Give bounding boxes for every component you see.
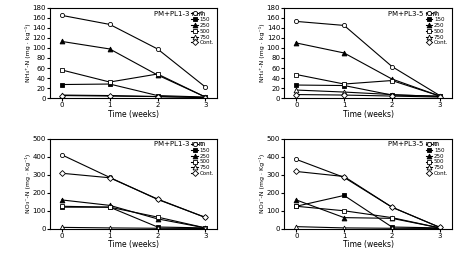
Legend: 0, 150, 250, 500, 750, Cont.: 0, 150, 250, 500, 750, Cont. [191, 11, 215, 46]
X-axis label: Time (weeks): Time (weeks) [342, 110, 394, 119]
X-axis label: Time (weeks): Time (weeks) [108, 110, 159, 119]
Y-axis label: NH₄⁺-N (mg · kg⁻¹): NH₄⁺-N (mg · kg⁻¹) [25, 24, 31, 82]
Text: PM+PL1-3 mm: PM+PL1-3 mm [154, 11, 205, 17]
Legend: 0, 150, 250, 500, 750, Cont.: 0, 150, 250, 500, 750, Cont. [425, 141, 449, 177]
Y-axis label: NO₃⁻-N (mg · Kg⁻¹): NO₃⁻-N (mg · Kg⁻¹) [25, 154, 31, 213]
X-axis label: Time (weeks): Time (weeks) [108, 240, 159, 249]
Text: PM+PL3-5 mm: PM+PL3-5 mm [388, 141, 439, 147]
Legend: 0, 150, 250, 500, 750, Cont.: 0, 150, 250, 500, 750, Cont. [191, 141, 215, 177]
Legend: 0, 150, 250, 500, 750, Cont.: 0, 150, 250, 500, 750, Cont. [425, 11, 449, 46]
X-axis label: Time (weeks): Time (weeks) [342, 240, 394, 249]
Y-axis label: NH₄⁺-N (mg · kg⁻¹): NH₄⁺-N (mg · kg⁻¹) [259, 24, 265, 82]
Y-axis label: NO₃⁻-N (mg · Kg⁻¹): NO₃⁻-N (mg · Kg⁻¹) [259, 154, 265, 213]
Text: PM+PL3-5 mm: PM+PL3-5 mm [388, 11, 439, 17]
Text: PM+PL1-3 mm: PM+PL1-3 mm [154, 141, 205, 147]
